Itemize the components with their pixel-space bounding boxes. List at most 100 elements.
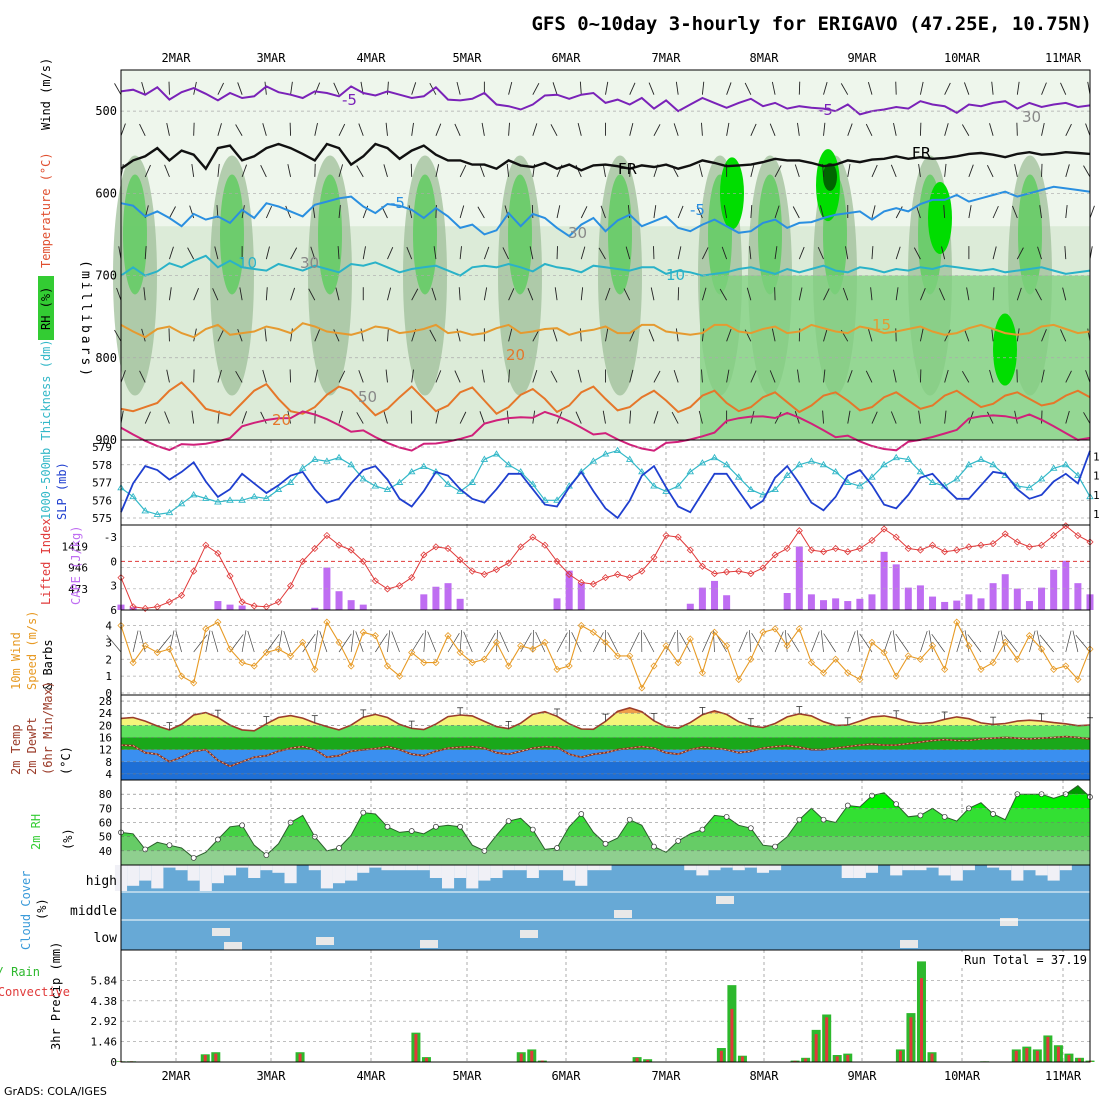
wind-barb xyxy=(819,205,824,219)
cloud-clear-bar xyxy=(175,865,188,871)
cloud-patch xyxy=(614,910,632,918)
cloud-clear-bar xyxy=(272,865,285,873)
temp-tick-label: 16 xyxy=(99,732,112,745)
cloud-clear-bar xyxy=(865,865,879,873)
wind-speed-point xyxy=(153,648,161,657)
wind-barb xyxy=(411,82,417,95)
temperature-label: Temperature (°C) xyxy=(39,152,53,268)
pressure-tick-label: 500 xyxy=(95,104,117,118)
rh-point xyxy=(215,836,221,843)
dewpoint-dash xyxy=(120,736,1091,767)
wind-speed-point xyxy=(529,645,537,653)
cape-bar xyxy=(432,586,440,610)
date-label-bottom: 5MAR xyxy=(453,1069,483,1083)
cape-bar xyxy=(347,600,355,610)
wind-speed-point xyxy=(614,652,622,660)
wind-barb xyxy=(750,370,757,383)
rh-point xyxy=(796,816,803,823)
thickness-point xyxy=(625,455,634,462)
wind-barb xyxy=(625,246,631,260)
thickness-point xyxy=(480,455,489,462)
wind-barb-10m xyxy=(205,630,211,653)
rh-label: RH (%) xyxy=(39,287,53,330)
wind-speed-point xyxy=(565,662,573,670)
wind-barb-10m xyxy=(411,633,424,653)
cape-bar xyxy=(711,580,719,610)
wind-barb xyxy=(169,206,176,219)
precip-conv-bar xyxy=(530,1050,534,1062)
wind-speed-point xyxy=(226,645,234,653)
wind-barb xyxy=(265,246,270,260)
wind-barb xyxy=(411,369,414,383)
isotherm-line xyxy=(120,254,1091,277)
rh-point xyxy=(142,846,149,853)
wind-speed-point xyxy=(844,669,852,677)
wind-barb xyxy=(629,410,632,424)
wind-barb xyxy=(580,246,586,260)
contour-label: 10 xyxy=(238,254,257,272)
wind-speed-point xyxy=(541,638,549,646)
wind-speed-point xyxy=(819,669,828,677)
precip-conv-bar xyxy=(719,1050,723,1062)
wind-barb xyxy=(241,164,247,178)
wind-barb xyxy=(217,123,222,136)
wind-barb xyxy=(532,82,540,95)
wind-barb xyxy=(1065,164,1070,178)
rh-point xyxy=(336,845,342,851)
cape-label: CAPE (J/kg) xyxy=(69,526,83,605)
cloud-clear-bar xyxy=(308,865,321,871)
wind-barb xyxy=(847,164,851,177)
wind-barb xyxy=(290,247,298,260)
wind-barb xyxy=(338,370,346,383)
wind-barb xyxy=(338,205,341,219)
wind-speed-point xyxy=(868,638,876,646)
cloud-clear-bar xyxy=(405,865,418,871)
cape-bar xyxy=(1025,601,1033,610)
contour-label: -5 xyxy=(690,201,705,219)
contour-label: 30 xyxy=(568,224,587,242)
wind-barb xyxy=(383,164,388,178)
precip-ylabel: 3hr Precip (mm) xyxy=(49,942,63,1050)
li-point xyxy=(819,548,828,556)
wind-barb xyxy=(139,123,146,136)
cape-bar xyxy=(226,604,234,610)
wind-barb-10m xyxy=(139,630,146,653)
wind-barb-10m xyxy=(883,631,892,653)
li-point xyxy=(856,544,864,553)
wind-barb xyxy=(338,410,344,424)
rh-core xyxy=(1018,174,1042,295)
thickness-point xyxy=(601,450,610,457)
wind-barb xyxy=(191,410,195,424)
cloud-clear-bar xyxy=(199,865,212,891)
wind-barb xyxy=(114,83,122,95)
thickness-point xyxy=(274,485,283,493)
precip-conv-bar xyxy=(1077,1058,1081,1062)
precip-conv-bar xyxy=(740,1056,744,1062)
thickness-point xyxy=(807,457,816,464)
cloud-clear-bar xyxy=(187,865,200,881)
date-label-top: 2MAR xyxy=(162,51,192,65)
wind-speed-point xyxy=(456,648,464,657)
wind-barb xyxy=(895,287,899,301)
wind-barb xyxy=(944,369,949,383)
rh-point xyxy=(408,828,415,834)
wind-barb xyxy=(435,410,440,424)
wind-barb xyxy=(164,164,170,178)
wind-barb xyxy=(532,369,538,383)
wind-barb-10m xyxy=(556,632,568,653)
cloud-clear-bar xyxy=(236,865,249,868)
wind-barb-10m xyxy=(319,631,328,653)
li-point xyxy=(662,531,670,540)
wind-speed-point xyxy=(371,632,379,640)
rh-core xyxy=(413,174,437,295)
rh-band xyxy=(121,785,1090,795)
slp-label: SLP (mb) xyxy=(55,462,69,520)
wind-barb xyxy=(823,288,830,301)
cloud-clear-bar xyxy=(454,865,467,878)
cloud-patch xyxy=(420,940,438,948)
temp-tick-label: 20 xyxy=(99,719,112,732)
wind-barb xyxy=(120,370,126,383)
wind-barb xyxy=(235,124,243,137)
wind-barb xyxy=(750,164,755,177)
